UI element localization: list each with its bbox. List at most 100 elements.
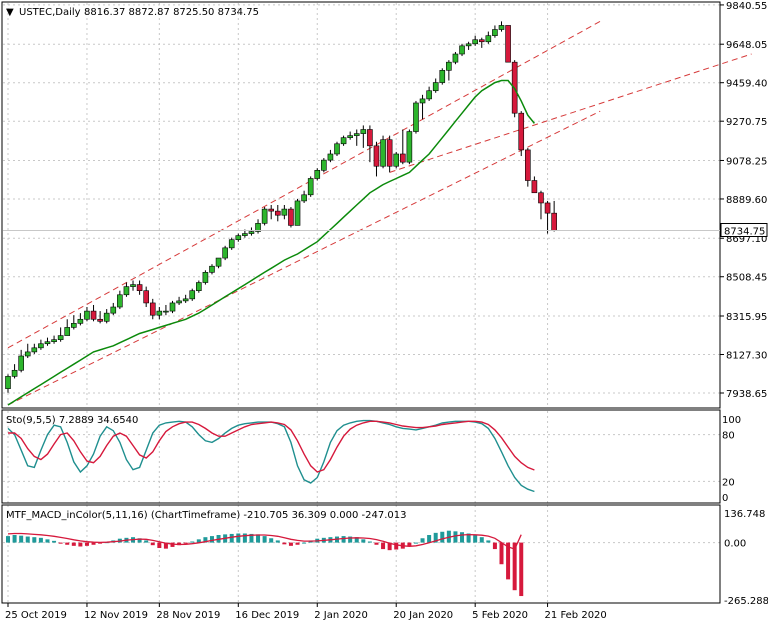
candle-body — [215, 257, 222, 267]
price-tick-label: 8889.60 — [726, 195, 767, 206]
macd-bar — [242, 533, 247, 543]
macd-bar — [348, 536, 353, 543]
macd-bar — [288, 542, 293, 546]
candle-body — [367, 129, 373, 147]
time-tick-label: 21 Feb 2020 — [545, 610, 607, 621]
macd-bar — [466, 533, 471, 543]
candle-body — [334, 143, 340, 155]
price-tick-label: 9459.40 — [726, 79, 767, 90]
macd-bar — [163, 542, 168, 549]
candle-body — [386, 139, 393, 167]
macd-bar — [407, 542, 412, 546]
candle-body — [235, 235, 242, 240]
candle-body — [393, 153, 400, 167]
candle-body — [169, 302, 176, 312]
candle-body — [24, 351, 31, 357]
candle-body — [156, 310, 163, 316]
stoch-tick-label: 20 — [722, 477, 735, 488]
macd-bar — [52, 540, 57, 543]
candle-body — [465, 43, 472, 47]
macd-bar — [486, 540, 491, 543]
macd-tick-label: 0.00 — [724, 539, 746, 550]
price-tick-label: 9840.55 — [726, 1, 767, 12]
candle-body — [426, 90, 432, 100]
macd-bar — [460, 532, 465, 543]
symbol-label: USTEC,Daily — [19, 7, 81, 18]
candle-body — [90, 310, 97, 320]
candle-body — [209, 265, 215, 273]
candle-body — [202, 272, 209, 283]
macd-bar — [433, 532, 438, 543]
candle-body — [478, 39, 485, 43]
candle-body — [196, 282, 202, 291]
stoch-label: Sto(9,5,5) 7.2889 34.6540 — [6, 415, 138, 426]
macd-bar — [236, 533, 241, 543]
price-tick-label: 9648.05 — [726, 40, 767, 51]
price-axis: 9840.55 9648.05 9459.40 9270.75 9078.25 8889.… — [720, 1, 767, 400]
stoch-tick-label: 100 — [722, 415, 741, 426]
candle-body — [525, 149, 531, 181]
macd-bar — [32, 537, 37, 543]
candle-body — [11, 369, 18, 377]
candle-body — [51, 339, 57, 343]
channel-line-lower — [7, 110, 601, 406]
symbol-dropdown-icon[interactable]: ▼ — [6, 7, 14, 18]
macd-bar — [84, 542, 89, 546]
candle-body — [242, 233, 248, 236]
macd-bar — [25, 536, 30, 543]
macd-axis: 136.748 0.00 -265.288 — [724, 509, 768, 607]
channel-line-lower-ext — [389, 53, 752, 173]
candle-body — [321, 159, 327, 171]
macd-bar — [473, 535, 478, 543]
candle-body — [71, 323, 77, 328]
macd-bar — [71, 542, 76, 546]
candle-body — [498, 25, 505, 30]
macd-bar — [256, 534, 261, 543]
stoch-signal-line — [8, 420, 535, 473]
candle-body — [314, 170, 321, 179]
candle-body — [176, 300, 182, 304]
candle-body — [353, 133, 360, 136]
macd-bar — [12, 535, 17, 543]
macd-bar — [413, 542, 418, 544]
time-tick-label: 28 Nov 2019 — [156, 610, 220, 621]
grid — [3, 3, 720, 603]
candle-body — [222, 247, 228, 259]
candle-body — [406, 131, 413, 163]
candle-body — [419, 98, 426, 104]
macd-bar — [190, 541, 195, 543]
macd-bar — [157, 542, 162, 549]
candle-body — [38, 343, 44, 349]
candle-body — [327, 153, 334, 161]
macd-bar — [367, 541, 372, 543]
time-tick-label: 5 Feb 2020 — [472, 610, 528, 621]
candle-body — [268, 208, 275, 212]
candle-body — [485, 35, 492, 43]
candle-body — [505, 25, 511, 63]
macd-bar — [374, 542, 379, 545]
candle-body — [288, 208, 294, 226]
candle-body — [163, 310, 169, 313]
time-tick-label: 12 Nov 2019 — [84, 610, 148, 621]
macd-bar — [144, 540, 149, 543]
current-price-label: 8734.75 — [724, 227, 765, 238]
macd-label: MTF_MACD_inColor(5,11,16) (ChartTimefram… — [6, 510, 407, 521]
macd-bar — [440, 531, 445, 543]
candle-body — [77, 318, 84, 324]
candle-body — [31, 347, 38, 353]
candle-body — [103, 312, 110, 322]
candle-body — [307, 178, 314, 196]
candle-body — [136, 284, 143, 291]
time-axis: 25 Oct 2019 12 Nov 2019 28 Nov 2019 16 Dec … — [5, 603, 607, 621]
candle-body — [301, 194, 307, 202]
stoch-tick-label: 80 — [722, 431, 735, 442]
channel-lines — [7, 20, 752, 406]
candle-body — [97, 318, 103, 322]
macd-bar — [479, 537, 484, 543]
channel-line-upper — [7, 20, 601, 349]
candles — [5, 21, 557, 393]
candle-body — [5, 376, 11, 389]
candle-body — [399, 153, 406, 163]
macd-bar — [98, 542, 103, 544]
